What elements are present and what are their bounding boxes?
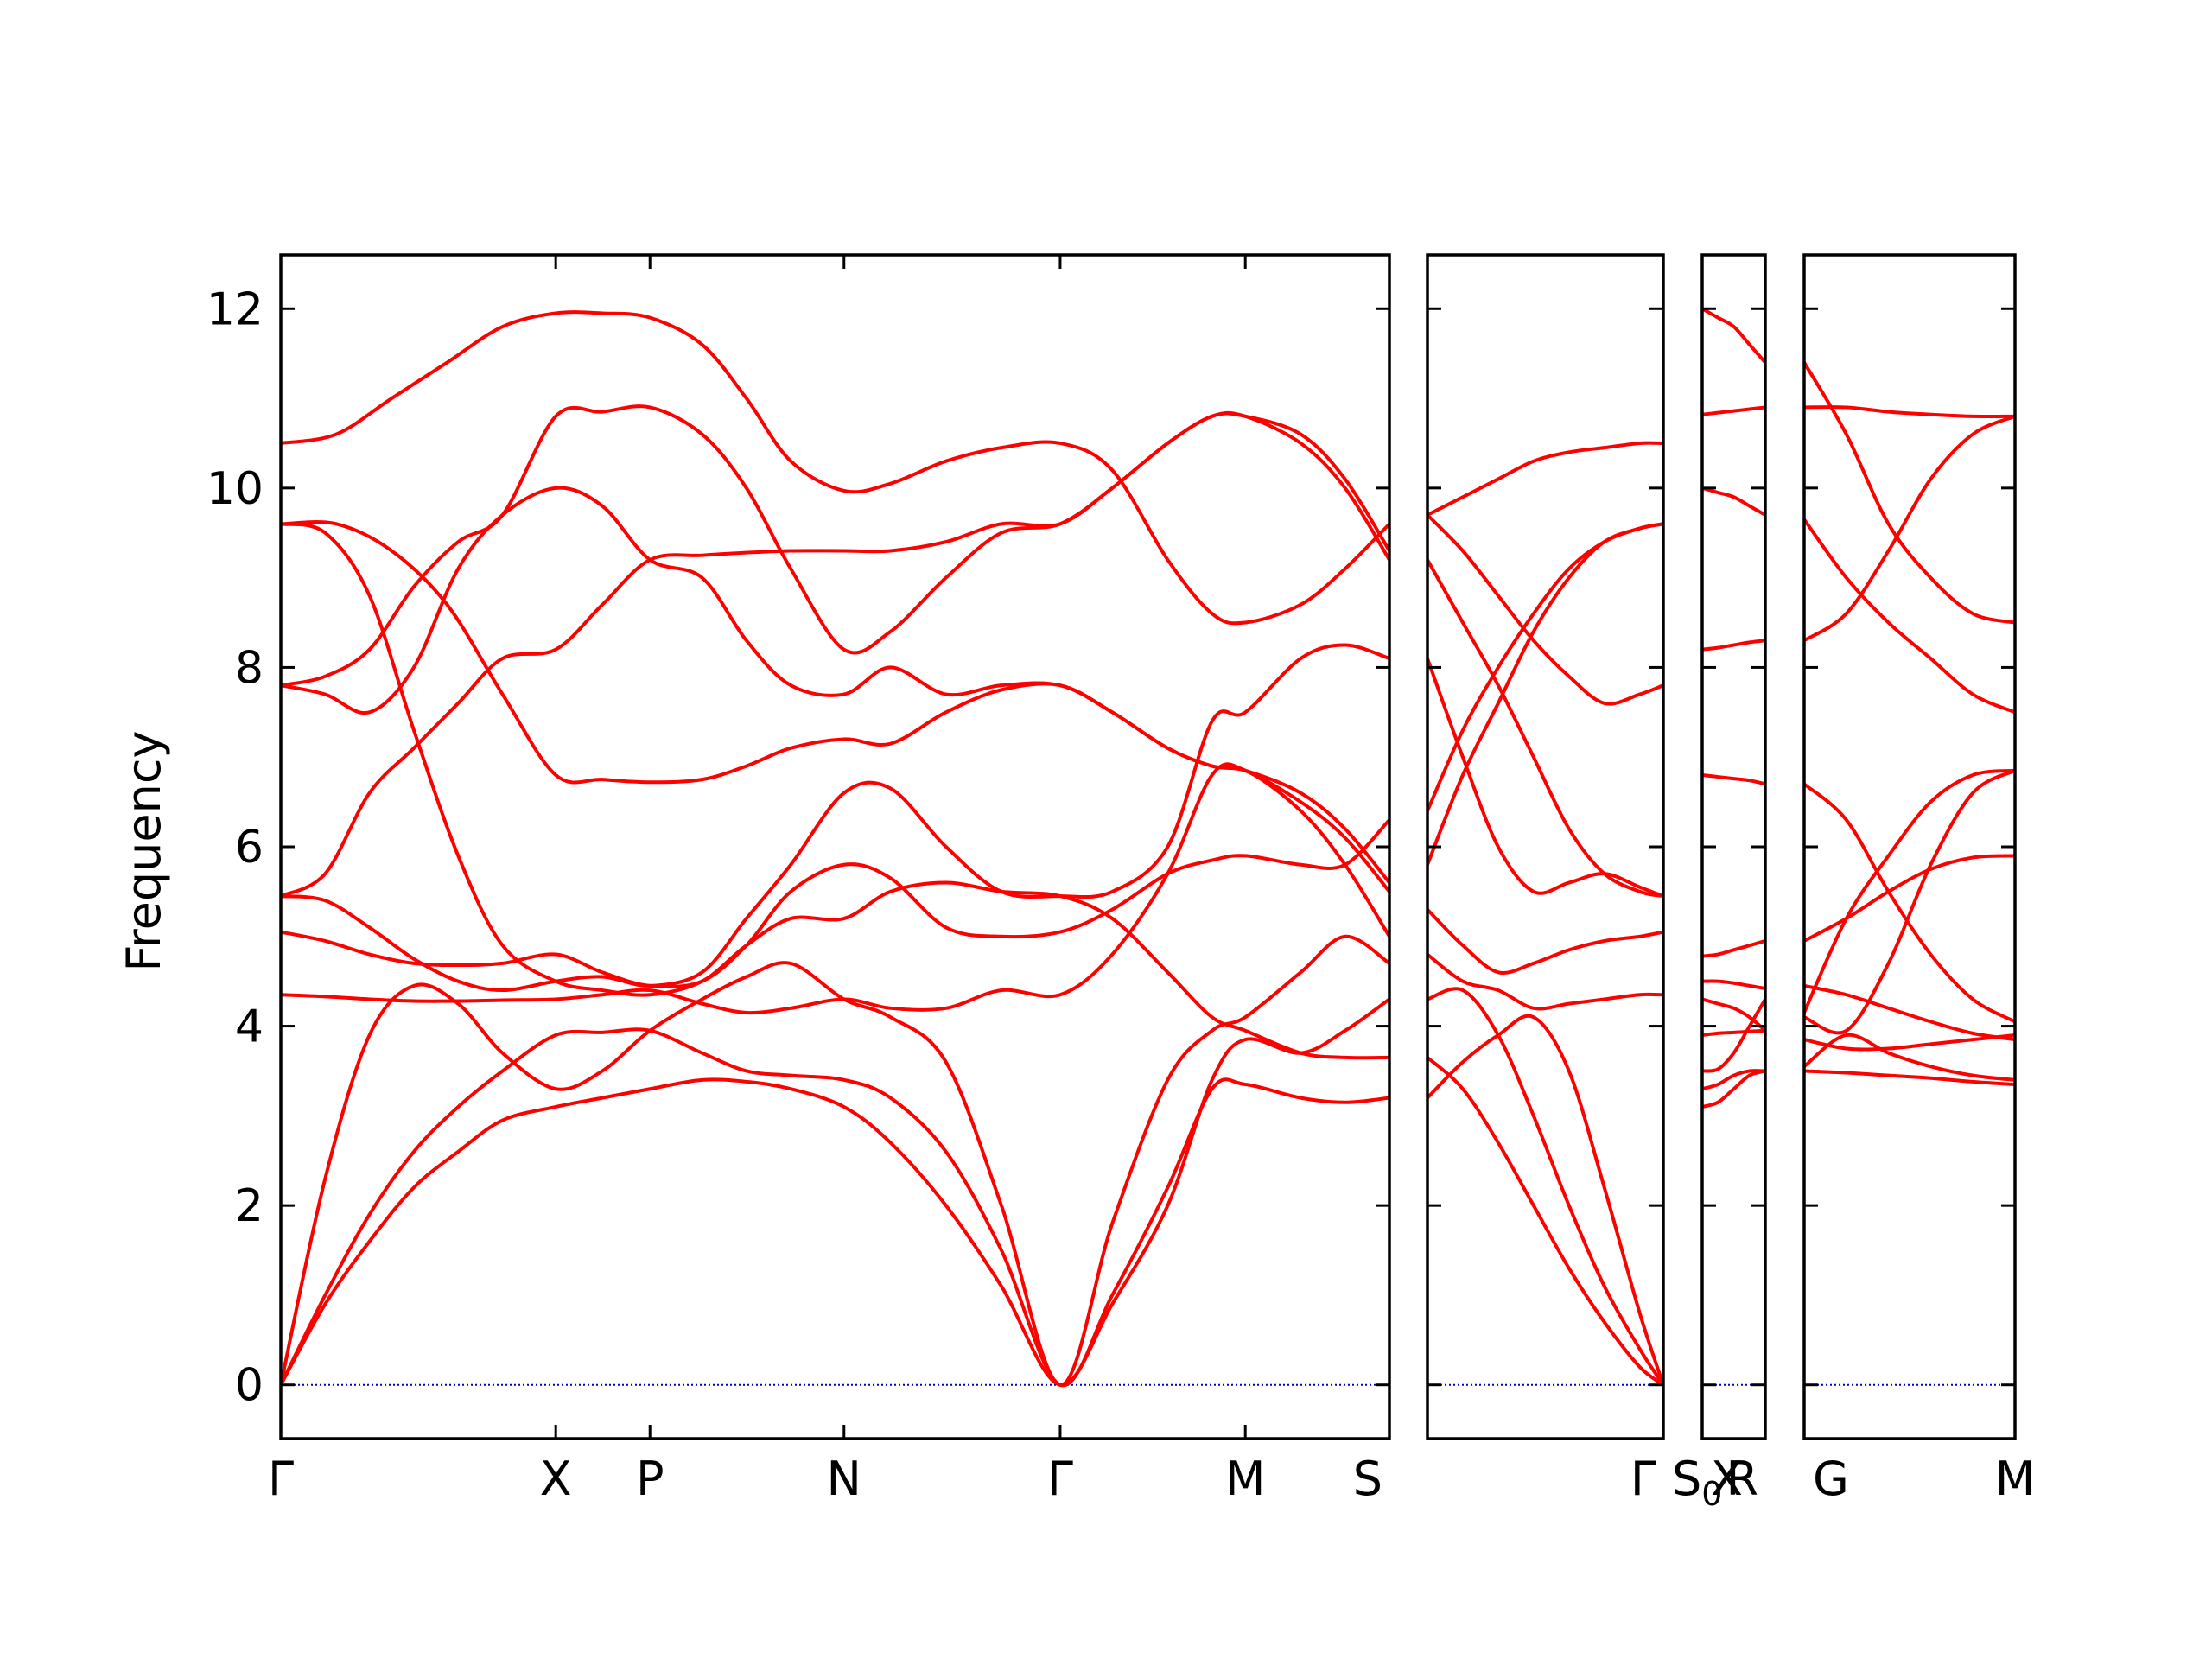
x-tick-label: Γ [1630,1452,1656,1506]
band-line-6 [1702,938,1765,958]
y-tick-label: 2 [235,1180,264,1232]
band-line-6 [281,410,1389,899]
x-tick-label: Γ [1047,1452,1073,1506]
x-tick-label: G [1813,1452,1849,1506]
band-group [1702,307,1765,1109]
x-tick-label: X [540,1452,572,1506]
panel-frame [1802,253,2017,1440]
band-line-2 [1702,405,1765,416]
band-line-1 [1702,307,1765,365]
band-line-3 [1804,518,2015,715]
band-line-12 [281,997,1389,1387]
band-line-9 [1804,768,2015,1035]
x-tick-label: Γ [268,1452,294,1506]
y-tick-label: 6 [235,822,264,874]
panel-1 [279,253,1391,1440]
band-line-2 [1804,405,2015,418]
band-line-6 [1427,522,1663,867]
band-line-10 [1804,1033,2015,1052]
band-line-3 [1702,486,1765,517]
band-group [281,310,1389,1388]
panel-3 [1700,253,1767,1440]
band-line-5 [1804,782,2015,1024]
band-line-4 [1427,657,1663,899]
band-line-8 [1804,768,2015,1015]
band-line-1 [1804,360,2015,625]
panel-2 [1426,253,1665,1440]
band-line-6 [1804,854,2015,943]
panel-frame [1700,253,1767,1440]
band-line-3 [281,522,1389,1060]
band-line-10 [1702,997,1765,1073]
y-tick-label: 0 [235,1360,264,1412]
panel-frame [279,253,1391,1440]
band-line-9 [281,762,1389,1015]
x-tick-label: M [1225,1452,1266,1506]
band-line-5 [1702,772,1765,786]
y-tick-label: 10 [207,463,264,515]
band-line-11 [281,1027,1389,1388]
y-axis-label: Frequency [117,731,171,972]
band-group [1804,360,2015,1087]
band-line-11 [1427,1014,1663,1387]
panel-4 [1802,253,2017,1440]
band-line-8 [281,817,1389,989]
band-line-1 [1427,441,1663,517]
band-line-12 [1804,1069,2015,1087]
band-line-9 [1427,987,1663,1387]
band-line-3 [1427,557,1663,899]
x-tick-label: R [1726,1452,1758,1506]
band-line-9 [1702,1028,1765,1037]
band-line-7 [1702,979,1765,990]
panel-frame [1426,253,1665,1440]
x-tick-label: S0 [1672,1452,1722,1513]
y-tick-label: 8 [235,642,264,694]
band-line-11 [1804,1033,2015,1082]
band-line-4 [281,486,1389,893]
band-line-4 [1804,414,2015,643]
band-line-10 [1427,1055,1663,1387]
y-tick-label: 4 [235,1001,264,1053]
band-line-5 [1427,522,1663,813]
x-tick-label: P [636,1452,664,1506]
band-line-10 [281,934,1389,1387]
x-tick-label: M [1995,1452,2036,1506]
band-line-2 [1427,512,1663,706]
y-tick-label: 12 [207,283,264,335]
band-line-7 [1427,907,1663,976]
band-line-11 [1702,1069,1765,1091]
band-line-12 [1702,1069,1765,1109]
band-line-7 [1804,983,2015,1042]
band-line-5 [281,404,1389,688]
band-line-7 [281,643,1389,993]
x-tick-label-subscript: 0 [1701,1475,1722,1513]
band-line-8 [1427,952,1663,1011]
band-group [1427,441,1663,1387]
band-line-4 [1702,639,1765,652]
x-tick-label: X [1711,1452,1743,1506]
band-line-1 [281,310,1389,626]
x-tick-label: N [827,1452,861,1506]
x-tick-label: S [1353,1452,1382,1506]
band-line-8 [1702,997,1765,1033]
